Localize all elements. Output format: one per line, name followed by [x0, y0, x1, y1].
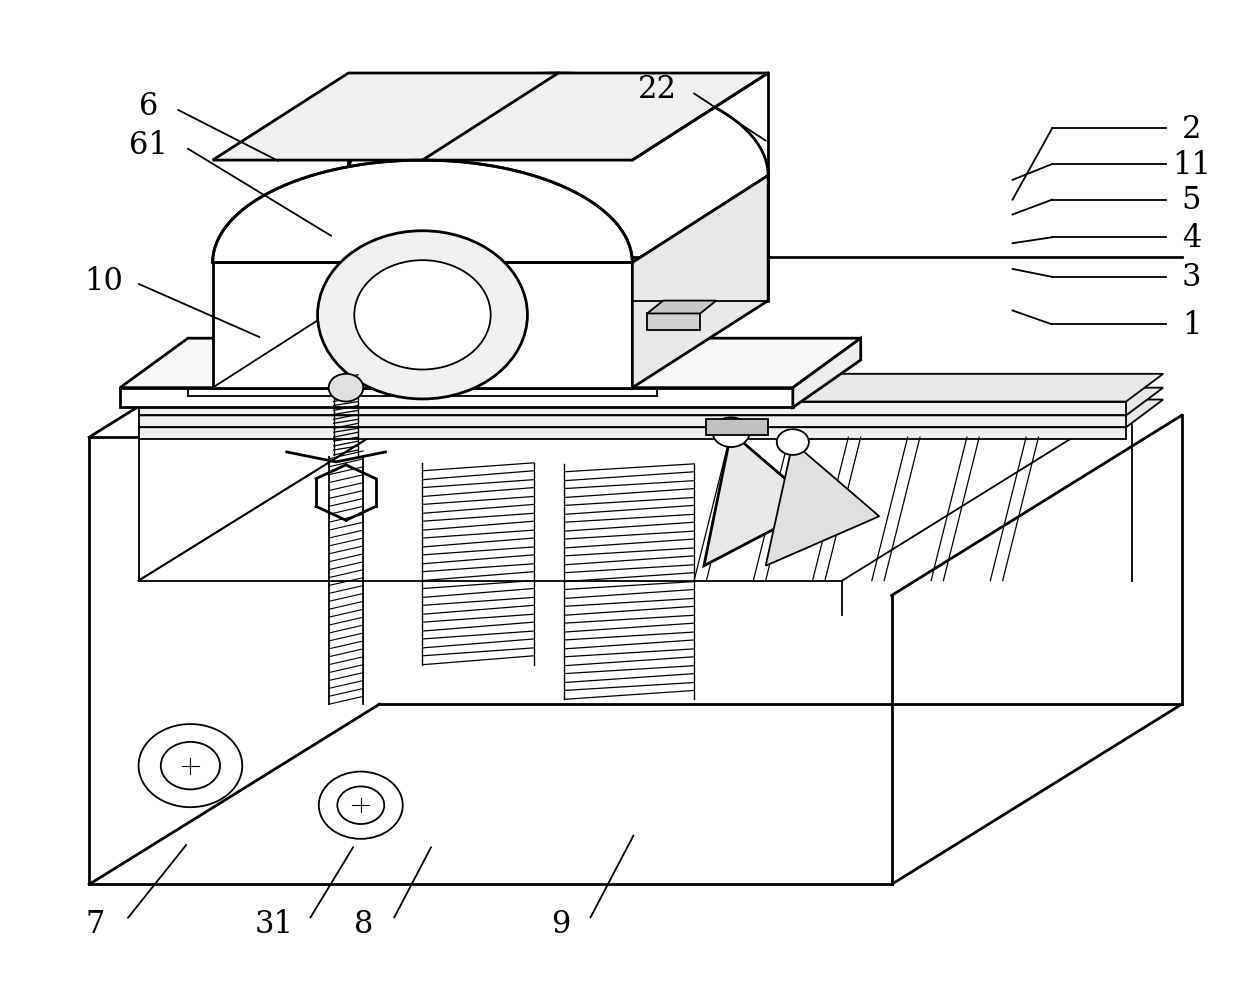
- Text: 7: 7: [86, 909, 105, 939]
- Text: 8: 8: [353, 909, 373, 939]
- Circle shape: [776, 429, 808, 455]
- Polygon shape: [120, 389, 792, 409]
- Text: 11: 11: [1172, 149, 1211, 180]
- Text: 31: 31: [255, 909, 294, 939]
- Text: 5: 5: [1182, 185, 1202, 216]
- Polygon shape: [212, 263, 632, 389]
- Circle shape: [139, 725, 242, 807]
- Polygon shape: [704, 432, 817, 567]
- Text: 2: 2: [1182, 113, 1202, 145]
- Circle shape: [329, 375, 363, 403]
- Text: 4: 4: [1182, 223, 1202, 253]
- Circle shape: [355, 260, 491, 370]
- Circle shape: [317, 232, 527, 400]
- Polygon shape: [139, 375, 1163, 403]
- Polygon shape: [139, 401, 1163, 427]
- Polygon shape: [632, 176, 768, 389]
- Text: 1: 1: [1182, 309, 1202, 341]
- Circle shape: [319, 771, 403, 839]
- Text: 6: 6: [139, 91, 159, 122]
- Text: 3: 3: [1182, 262, 1202, 293]
- Polygon shape: [139, 403, 1126, 415]
- Polygon shape: [120, 339, 861, 389]
- Polygon shape: [212, 161, 632, 263]
- Polygon shape: [792, 339, 861, 409]
- Polygon shape: [765, 442, 879, 567]
- Text: 22: 22: [637, 75, 677, 105]
- Circle shape: [713, 417, 750, 447]
- Polygon shape: [647, 314, 701, 331]
- Text: 10: 10: [84, 266, 124, 297]
- Polygon shape: [139, 427, 1126, 439]
- Polygon shape: [139, 415, 1126, 427]
- Polygon shape: [139, 389, 1163, 415]
- Polygon shape: [212, 74, 768, 161]
- Text: 9: 9: [551, 909, 570, 939]
- Polygon shape: [707, 419, 768, 435]
- Polygon shape: [647, 301, 717, 314]
- Text: 61: 61: [129, 129, 167, 161]
